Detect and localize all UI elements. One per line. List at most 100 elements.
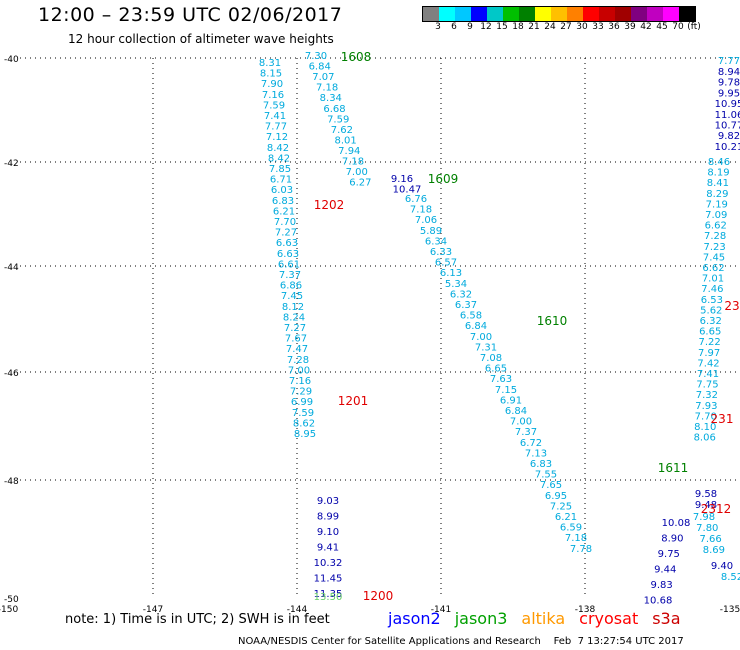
swh-value: 7.28 (287, 355, 309, 366)
swh-value: 7.70 (695, 411, 717, 422)
pass-time-label: 2312 (701, 502, 732, 516)
map-title: 12:00 – 23:59 UTC 02/06/2017 (38, 4, 343, 26)
swh-value: 11.35 (314, 589, 343, 600)
swh-value: 10.47 (393, 185, 422, 196)
swh-value: 7.80 (696, 523, 718, 534)
lon-label: -144 (287, 605, 308, 615)
swh-value: 7.09 (705, 210, 727, 221)
scale-swatch (487, 7, 503, 21)
scale-label: 33 (592, 22, 604, 32)
swh-value: 7.25 (550, 501, 572, 512)
scale-swatch (423, 7, 439, 21)
swh-value: 7.30 (305, 51, 327, 62)
scale-label: 15 (496, 22, 508, 32)
scale-swatch (615, 7, 631, 21)
scale-label: 36 (608, 22, 620, 32)
wave-height-color-scale (422, 6, 696, 22)
swh-value: 7.00 (346, 167, 368, 178)
scale-label: 6 (451, 22, 457, 32)
lon-label: -147 (143, 605, 163, 615)
swh-value: 5.62 (700, 305, 722, 316)
swh-value: 7.15 (495, 385, 517, 396)
swh-value: 7.66 (699, 534, 721, 545)
swh-value: 7.90 (261, 79, 283, 90)
swh-value: 7.77 (265, 122, 287, 133)
swh-value: 7.70 (274, 217, 296, 228)
swh-value: 7.18 (565, 533, 587, 544)
swh-value: 7.93 (695, 401, 717, 412)
pass-time-label: 1201 (338, 394, 369, 408)
swh-value: 7.46 (701, 284, 723, 295)
swh-value: 10.21 (715, 142, 740, 153)
swh-value: 6.57 (435, 258, 457, 269)
swh-value: 7.59 (292, 408, 314, 419)
swh-value: 6.03 (271, 185, 293, 196)
lon-label: -141 (431, 605, 451, 615)
swh-value: 7.08 (480, 353, 502, 364)
scale-label: 70 (672, 22, 684, 32)
satellite-legend-item: jason2 (388, 609, 441, 628)
scale-label: 12 (480, 22, 492, 32)
swh-value: 7.45 (281, 291, 303, 302)
scale-label: 21 (528, 22, 540, 32)
scale-label: 3 (435, 22, 441, 32)
lat-label: -40 (4, 55, 19, 65)
swh-value: 6.59 (560, 523, 582, 534)
swh-value: 7.18 (316, 83, 338, 94)
scale-label: 27 (560, 22, 572, 32)
swh-value: 8.99 (317, 512, 339, 523)
swh-value: 9.95 (718, 88, 740, 99)
swh-value: 7.62 (331, 125, 353, 136)
lat-label: -50 (4, 595, 19, 605)
swh-value: 8.34 (320, 93, 342, 104)
swh-value: 9.48 (695, 500, 717, 511)
scale-swatch (439, 7, 455, 21)
scale-swatch (631, 7, 647, 21)
lat-label: -44 (4, 263, 19, 273)
scale-label: 39 (624, 22, 636, 32)
scale-swatch (471, 7, 487, 21)
scale-swatch (551, 7, 567, 21)
swh-value: 7.47 (286, 344, 308, 355)
swh-value: 7.59 (327, 114, 349, 125)
swh-value: 8.94 (718, 67, 740, 78)
pass-time-label: 1200 (363, 589, 394, 603)
lon-label: -138 (575, 605, 596, 615)
credit-line: NOAA/NESDIS Center for Satellite Applica… (238, 636, 684, 647)
swh-value: 6.68 (323, 104, 345, 115)
swh-value: 9.03 (317, 496, 339, 507)
lat-label: -46 (4, 369, 19, 379)
swh-value: 8.46 (708, 157, 730, 168)
swh-value: 6.21 (555, 512, 577, 523)
swh-value: 9.10 (317, 527, 339, 538)
swh-value: 7.75 (696, 380, 718, 391)
scale-label: (ft) (687, 22, 701, 32)
swh-value: 9.44 (654, 565, 676, 576)
swh-value: 6.62 (705, 221, 727, 232)
swh-value: 7.01 (702, 274, 724, 285)
swh-value: 8.15 (260, 69, 282, 80)
swh-value: 7.28 (704, 231, 726, 242)
map-subtitle: 12 hour collection of altimeter wave hei… (68, 32, 334, 46)
swh-value: 10.95 (715, 99, 740, 110)
swh-value: 7.27 (275, 228, 297, 239)
satellite-legend-item: jason3 (454, 609, 508, 628)
swh-value: 7.13 (525, 448, 547, 459)
swh-value: 6.65 (485, 364, 507, 375)
swh-value: 5.34 (445, 279, 467, 290)
swh-value: 7.31 (475, 342, 497, 353)
swh-value: 8.42 (267, 143, 289, 154)
swh-value: 8.12 (282, 302, 304, 313)
swh-value: 7.00 (510, 417, 532, 428)
swh-value: 6.84 (309, 62, 331, 73)
swh-value: 9.41 (317, 543, 339, 554)
scale-swatch (663, 7, 679, 21)
swh-value: 7.12 (266, 132, 288, 143)
swh-value: 7.59 (263, 100, 285, 111)
swh-value: 7.98 (693, 512, 715, 523)
swh-value: 9.58 (695, 489, 717, 500)
swh-value: 6.84 (505, 406, 527, 417)
swh-value: 7.97 (698, 348, 720, 359)
scale-label: 18 (512, 22, 524, 32)
